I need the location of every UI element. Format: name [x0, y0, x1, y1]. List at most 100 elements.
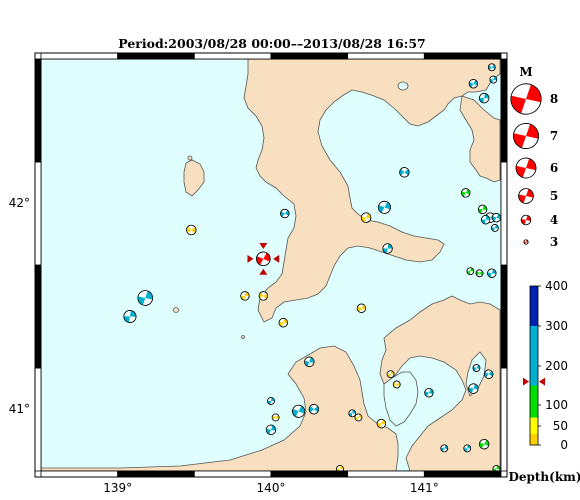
- depth-band: [530, 417, 538, 434]
- lat-tick-label: 42°: [9, 196, 30, 210]
- event-beachball[interactable]: [466, 267, 475, 276]
- event-beachball[interactable]: [398, 166, 411, 179]
- event-beachball[interactable]: [467, 382, 480, 395]
- event-beachball[interactable]: [486, 267, 498, 279]
- border-segment-top: [270, 52, 349, 60]
- event-beachball[interactable]: [381, 242, 393, 254]
- magnitude-legend-label: 7: [550, 129, 558, 143]
- depth-bar-frame: [529, 285, 539, 446]
- lon-tick-label: 140°: [257, 481, 286, 495]
- lon-tick-label: 139°: [103, 481, 132, 495]
- event-beachball[interactable]: [460, 187, 472, 199]
- magnitude-legend-symbol[interactable]: [516, 186, 536, 206]
- depth-tick-label: 400: [545, 279, 568, 293]
- border-segment-bottom: [270, 470, 349, 478]
- event-beachball[interactable]: [439, 444, 449, 454]
- event-beachball[interactable]: [477, 437, 491, 451]
- magnitude-legend-label: 4: [550, 213, 558, 227]
- border-segment-right: [500, 264, 508, 369]
- lon-tick-label: 141°: [410, 481, 439, 495]
- event-beachball[interactable]: [483, 368, 495, 380]
- border-segment-bottom: [117, 470, 195, 478]
- event-beachball[interactable]: [264, 423, 277, 436]
- mutsu-bay: [383, 371, 419, 427]
- magnitude-legend-symbol[interactable]: [519, 213, 532, 226]
- border-segment-top: [423, 52, 502, 60]
- magnitude-legend-label: 5: [550, 189, 558, 203]
- event-beachball[interactable]: [348, 409, 357, 418]
- event-beachball[interactable]: [290, 403, 307, 420]
- magnitude-legend-label: 3: [550, 235, 558, 249]
- featured-event-beachball[interactable]: [254, 249, 274, 269]
- event-marker: [273, 254, 280, 263]
- event-beachball[interactable]: [475, 268, 485, 278]
- event-beachball[interactable]: [467, 78, 479, 90]
- magnitude-legend-symbol[interactable]: [505, 78, 547, 120]
- border-segment-left: [34, 264, 42, 369]
- border-segment-bottom: [193, 470, 272, 478]
- event-beachball[interactable]: [135, 288, 155, 308]
- event-beachball[interactable]: [376, 199, 393, 216]
- event-beachball[interactable]: [478, 92, 490, 104]
- event-beachball[interactable]: [490, 223, 500, 233]
- magnitude-legend-title: M: [519, 65, 532, 79]
- border-segment-top: [40, 52, 119, 60]
- event-beachball[interactable]: [392, 380, 402, 390]
- land-island-okushiri: [183, 159, 205, 197]
- event-beachball[interactable]: [359, 211, 372, 224]
- event-beachball[interactable]: [122, 309, 138, 325]
- event-beachball[interactable]: [386, 370, 395, 379]
- event-marker: [259, 268, 268, 275]
- map-area[interactable]: [41, 59, 502, 473]
- event-beachball[interactable]: [376, 418, 388, 430]
- event-marker: [247, 254, 254, 263]
- border-segment-right: [500, 367, 508, 472]
- event-beachball[interactable]: [471, 363, 481, 373]
- event-beachball[interactable]: [487, 62, 497, 72]
- magnitude-legend-symbol[interactable]: [512, 154, 540, 182]
- land-shimokita: [379, 295, 501, 471]
- depth-tick-label: 100: [545, 398, 568, 412]
- event-beachball[interactable]: [277, 317, 289, 329]
- depth-band: [530, 326, 538, 386]
- event-beachball[interactable]: [279, 207, 291, 219]
- map-tick-labels: 139° 140° 141° 41° 42°: [9, 196, 439, 495]
- event-beachball[interactable]: [423, 387, 435, 399]
- border-segment-right: [500, 161, 508, 266]
- event-beachball[interactable]: [185, 223, 198, 236]
- land-hokkaido-east: [459, 95, 501, 183]
- event-beachball[interactable]: [355, 302, 367, 314]
- event-beachball[interactable]: [490, 212, 502, 224]
- depth-tick-label: 300: [545, 319, 568, 333]
- event-beachball[interactable]: [266, 396, 275, 405]
- event-beachball[interactable]: [489, 75, 499, 85]
- event-beachball[interactable]: [258, 290, 269, 301]
- magnitude-legend-symbol[interactable]: [523, 239, 529, 245]
- islet: [187, 155, 193, 161]
- outer-frame: [34, 52, 508, 478]
- event-beachball[interactable]: [477, 203, 489, 215]
- map-border-scale: [34, 52, 508, 478]
- border-segment-top: [347, 52, 425, 60]
- land-honshu: [41, 345, 399, 471]
- border-segment-bottom: [347, 470, 425, 478]
- depth-legend-title: Depth(km): [508, 470, 580, 484]
- event-beachball[interactable]: [303, 355, 316, 368]
- depth-marker-left: [523, 377, 529, 386]
- event-beachball[interactable]: [239, 290, 250, 301]
- event-beachball[interactable]: [354, 413, 364, 423]
- land-hokkaido: [243, 59, 501, 323]
- border-segment-bottom: [40, 470, 119, 478]
- event-beachball[interactable]: [307, 403, 320, 416]
- magnitude-legend-symbol[interactable]: [509, 119, 544, 154]
- magnitude-legend-label: 6: [550, 161, 558, 175]
- magnitude-legend: M 8 7 6 5 4 3: [505, 65, 558, 249]
- event-beachball[interactable]: [480, 214, 491, 225]
- map-title: Period:2003/08/28 00:00––2013/08/28 16:5…: [118, 36, 425, 51]
- border-segment-top: [117, 52, 195, 60]
- event-beachball[interactable]: [271, 412, 281, 422]
- depth-tick-label: 200: [545, 359, 568, 373]
- event-beachball[interactable]: [463, 444, 472, 453]
- islet: [173, 307, 179, 313]
